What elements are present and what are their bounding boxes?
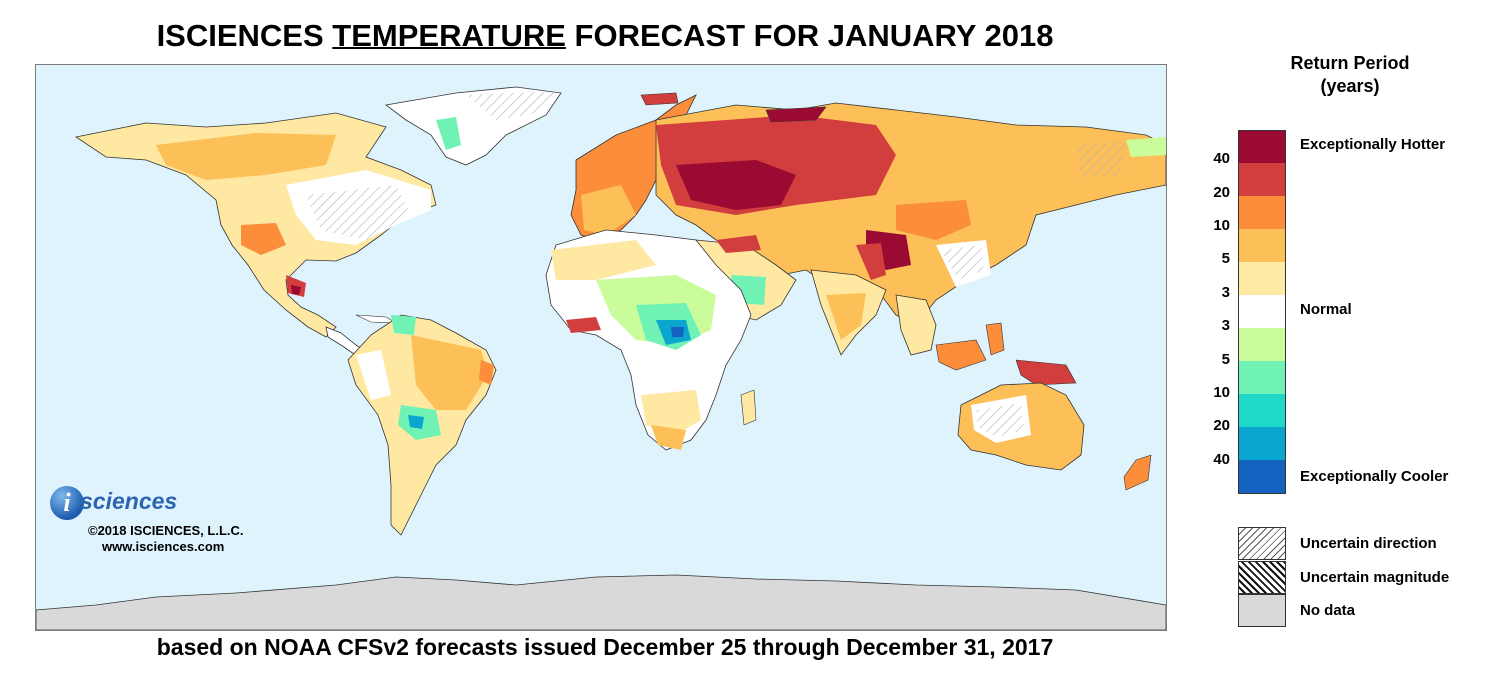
legend-color-swatch — [1238, 163, 1286, 196]
map-title: ISCIENCES TEMPERATURE FORECAST FOR JANUA… — [0, 18, 1210, 54]
website-text: www.isciences.com — [102, 539, 225, 554]
tick-label: 3 — [1221, 317, 1230, 334]
legend-normal-label: Normal — [1300, 301, 1352, 318]
tick-label: 5 — [1221, 250, 1230, 267]
no-data-label: No data — [1300, 602, 1356, 619]
tick-label: 20 — [1213, 184, 1230, 201]
southeast-asia — [895, 294, 937, 356]
tick-label: 5 — [1221, 351, 1230, 368]
legend-color-swatch — [1238, 295, 1286, 328]
uncertain-magnitude-label: Uncertain magnitude — [1300, 569, 1450, 586]
uncertain-direction-label: Uncertain direction — [1300, 535, 1437, 552]
tick-label: 20 — [1213, 417, 1230, 434]
legend-color-swatch — [1238, 130, 1286, 163]
logo-wordmark: sciences — [80, 488, 178, 514]
tick-label: 10 — [1213, 384, 1230, 401]
logo-mark-icon: i — [50, 486, 84, 520]
title-prefix: ISCIENCES — [156, 18, 333, 53]
legend-hotter-label: Exceptionally Hotter — [1300, 136, 1446, 153]
legend-color-swatch — [1238, 196, 1286, 229]
legend-color-swatch — [1238, 361, 1286, 394]
forecast-source-caption: based on NOAA CFSv2 forecasts issued Dec… — [156, 634, 1054, 660]
uncertain-magnitude-swatch — [1238, 561, 1286, 594]
legend-color-swatch — [1238, 394, 1286, 427]
legend-color-swatch — [1238, 328, 1286, 361]
uncertain-direction-swatch — [1238, 527, 1286, 560]
antarctica — [36, 574, 1166, 630]
legend-color-swatch — [1238, 460, 1286, 493]
copyright-text: ©2018 ISCIENCES, L.L.C. — [88, 523, 244, 538]
no-data-swatch — [1238, 594, 1286, 627]
tick-label: 10 — [1213, 217, 1230, 234]
legend-color-swatch — [1238, 262, 1286, 295]
legend-colorbar — [1238, 130, 1286, 493]
legend-title-line2: (years) — [1320, 76, 1380, 96]
legend-title-line1: Return Period — [1290, 53, 1410, 73]
title-underlined-word: TEMPERATURE — [332, 18, 566, 53]
legend-color-swatch — [1238, 427, 1286, 460]
tick-label: 40 — [1213, 150, 1230, 167]
legend-title: Return Period (years) — [1250, 52, 1450, 98]
isciences-logo: i sciences ©2018 ISCIENCES, L.L.C. www.i… — [50, 486, 290, 556]
legend-color-swatch — [1238, 229, 1286, 262]
tick-label: 3 — [1221, 284, 1230, 301]
legend-cooler-label: Exceptionally Cooler — [1300, 468, 1449, 485]
world-map-svg — [36, 65, 1166, 630]
world-map — [35, 64, 1167, 631]
tick-label: 40 — [1213, 451, 1230, 468]
title-suffix: FORECAST FOR JANUARY 2018 — [565, 18, 1054, 53]
